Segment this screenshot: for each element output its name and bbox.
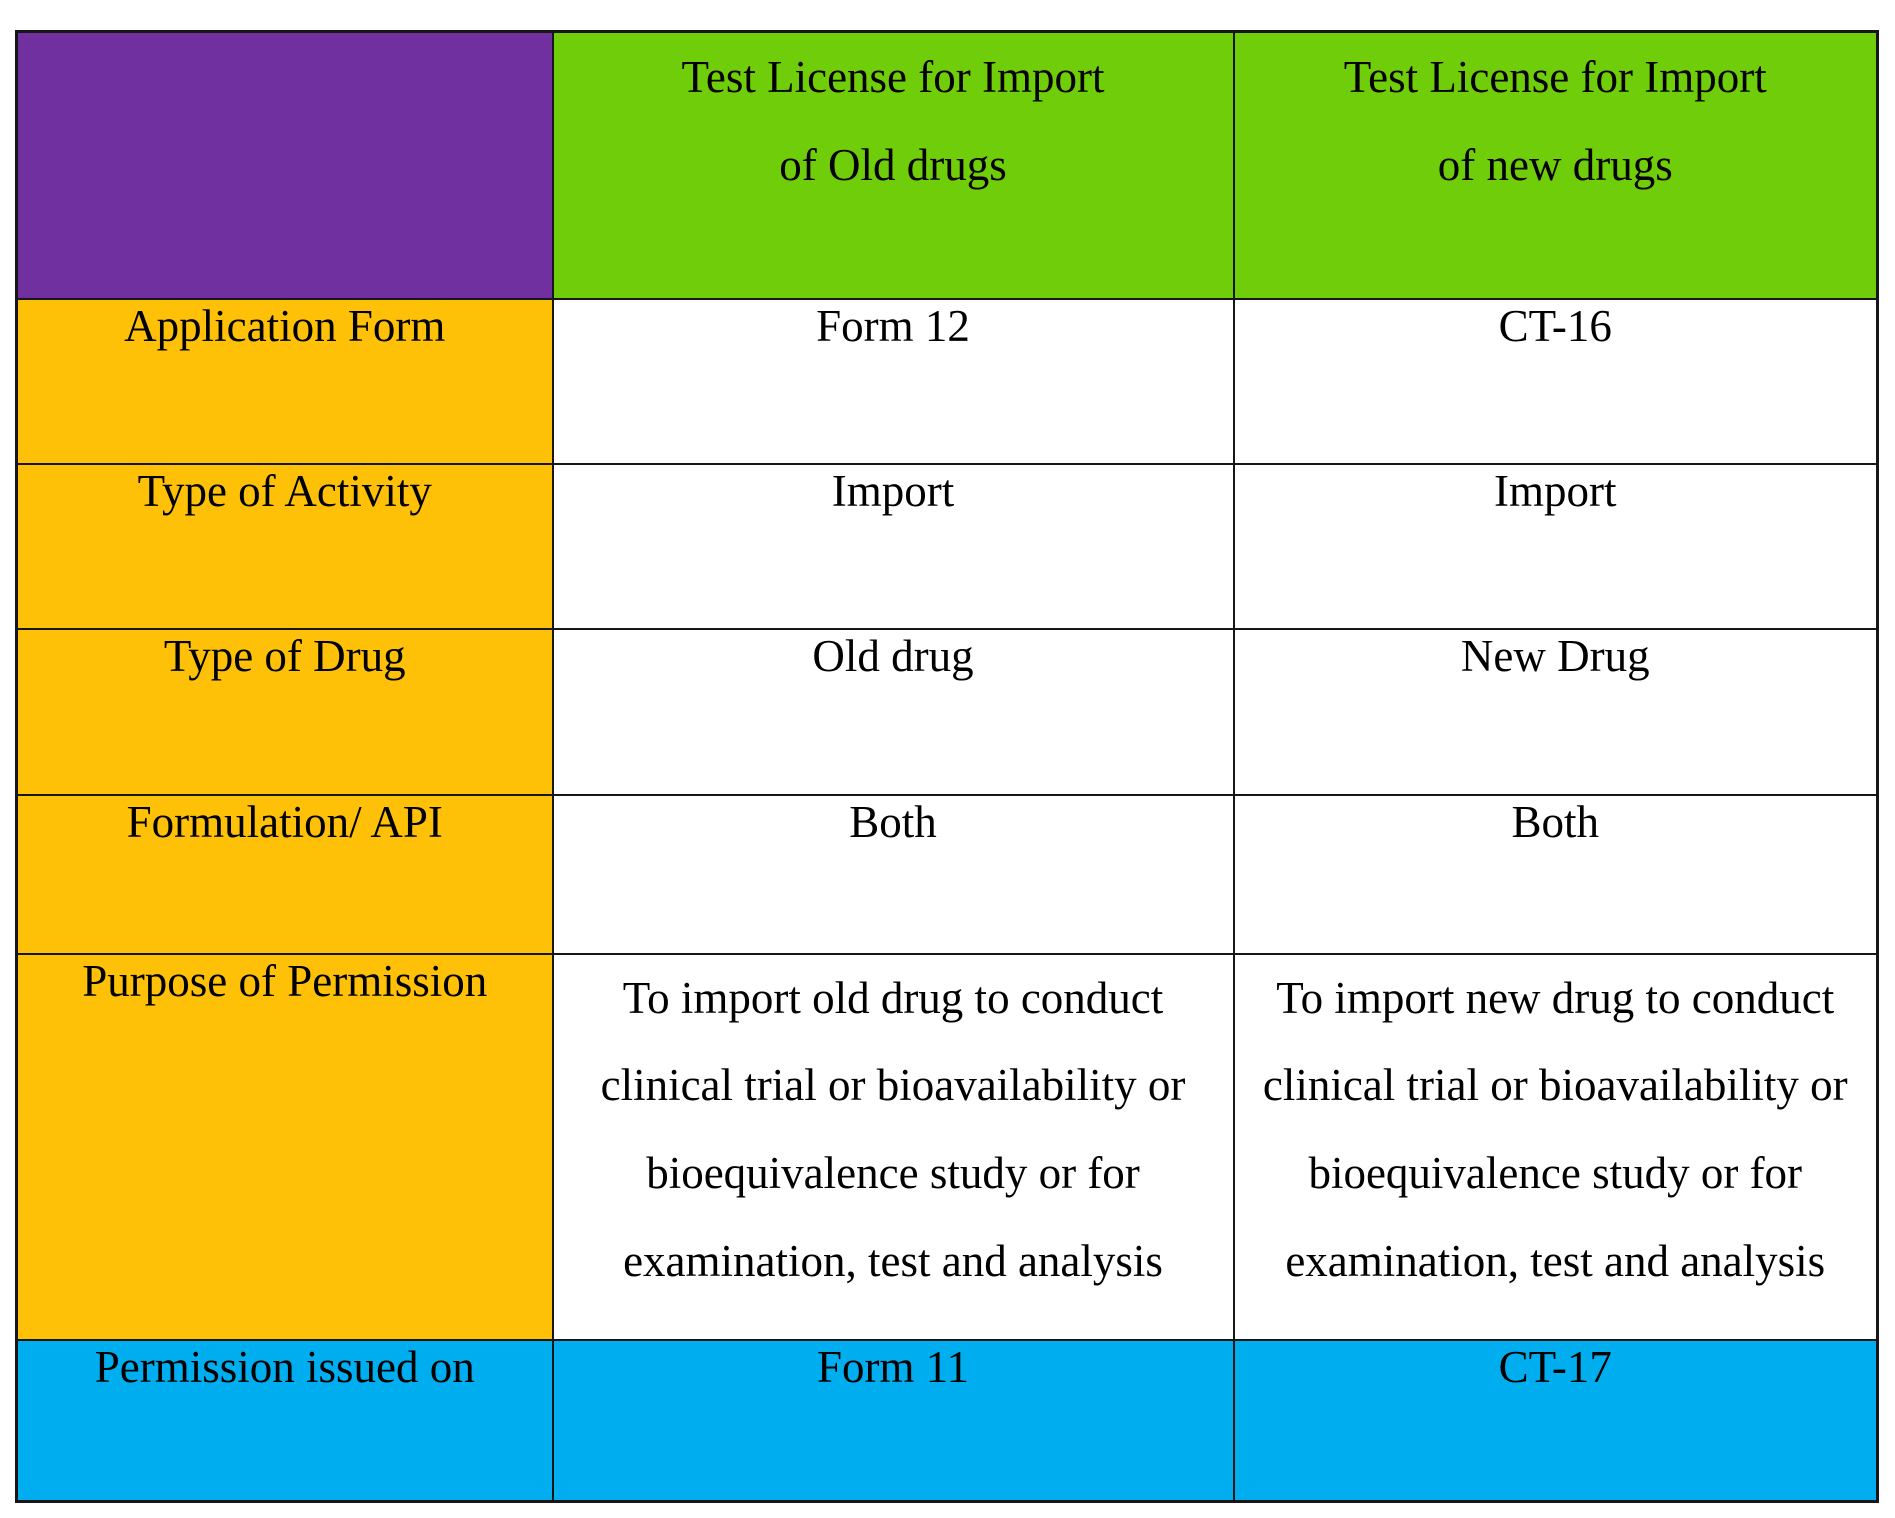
header-new-line1: Test License for Import (1343, 52, 1767, 102)
header-new-line2: of new drugs (1437, 140, 1673, 190)
row-label-formulation-api: Formulation/ API (15, 793, 554, 955)
table-row-application-form: Application Form Form 12 CT-16 (15, 297, 1879, 465)
table-row-formulation-api: Formulation/ API Both Both (15, 793, 1879, 955)
comparison-table: Test License for Import of Old drugs Tes… (15, 30, 1879, 1503)
table-row-type-of-drug: Type of Drug Old drug New Drug (15, 627, 1879, 796)
table-row-purpose-of-permission: Purpose of Permission To import old drug… (15, 952, 1879, 1341)
cell-formulation-api-old: Both (551, 793, 1235, 955)
header-old-drugs: Test License for Import of Old drugs (551, 30, 1235, 300)
row-label-permission-issued-on: Permission issued on (15, 1338, 554, 1503)
row-label-type-of-activity: Type of Activity (15, 462, 554, 630)
cell-permission-issued-new: CT-17 (1232, 1338, 1879, 1503)
row-label-application-form: Application Form (15, 297, 554, 465)
header-old-line2: of Old drugs (779, 140, 1007, 190)
cell-application-form-new: CT-16 (1232, 297, 1879, 465)
cell-type-of-drug-old: Old drug (551, 627, 1235, 796)
header-row: Test License for Import of Old drugs Tes… (15, 30, 1879, 300)
cell-application-form-old: Form 12 (551, 297, 1235, 465)
cell-formulation-api-new: Both (1232, 793, 1879, 955)
row-label-type-of-drug: Type of Drug (15, 627, 554, 796)
cell-purpose-new: To import new drug to conduct clinical t… (1232, 952, 1879, 1341)
table-row-permission-issued-on: Permission issued on Form 11 CT-17 (15, 1338, 1879, 1503)
table-row-type-of-activity: Type of Activity Import Import (15, 462, 1879, 630)
header-old-line1: Test License for Import (681, 52, 1105, 102)
cell-type-of-activity-new: Import (1232, 462, 1879, 630)
corner-cell (15, 30, 554, 300)
row-label-purpose-of-permission: Purpose of Permission (15, 952, 554, 1341)
cell-permission-issued-old: Form 11 (551, 1338, 1235, 1503)
cell-type-of-drug-new: New Drug (1232, 627, 1879, 796)
cell-purpose-old: To import old drug to conduct clinical t… (551, 952, 1235, 1341)
header-new-drugs: Test License for Import of new drugs (1232, 30, 1879, 300)
cell-type-of-activity-old: Import (551, 462, 1235, 630)
